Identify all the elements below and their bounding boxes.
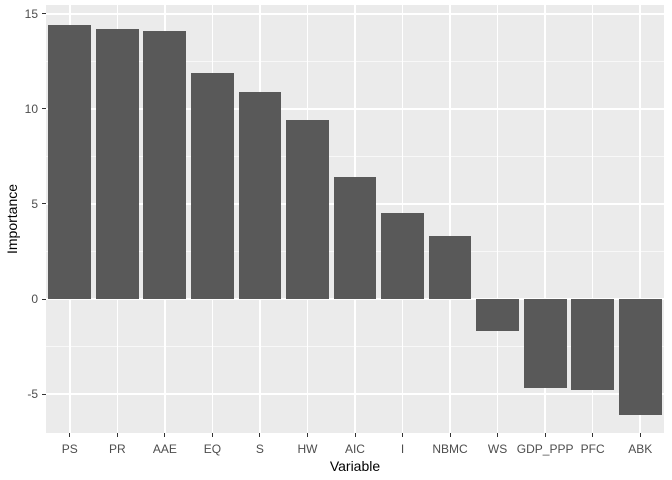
x-tick-label: EQ	[203, 442, 222, 456]
x-tick-label: GDP_PPP	[516, 442, 574, 456]
x-tick-mark	[639, 433, 641, 437]
y-tick-label: 0	[31, 292, 38, 306]
bar-PR	[95, 29, 139, 299]
bar-PS	[48, 25, 92, 299]
x-tick-mark	[306, 433, 308, 437]
bar-S	[238, 91, 282, 299]
x-tick-mark	[497, 433, 499, 437]
bar-GDP_PPP	[523, 299, 567, 389]
x-tick-mark	[259, 433, 261, 437]
x-tick-mark	[544, 433, 546, 437]
x-tick-mark	[116, 433, 118, 437]
bar-HW	[286, 120, 329, 299]
x-tick-label: PS	[61, 442, 78, 456]
v-gridline	[591, 5, 594, 433]
x-tick-mark	[164, 433, 166, 437]
bar-WS	[476, 299, 519, 332]
x-tick-label: PFC	[580, 442, 605, 456]
x-axis-title: Variable	[329, 458, 381, 474]
x-tick-mark	[449, 433, 451, 437]
x-tick-mark	[402, 433, 404, 437]
x-tick-label: WS	[487, 442, 508, 456]
x-tick-label: AAE	[152, 442, 177, 456]
x-tick-label: NBMC	[432, 442, 468, 456]
y-tick-mark	[42, 13, 46, 15]
y-tick-mark	[42, 393, 46, 395]
v-gridline	[449, 5, 451, 433]
y-tick-mark	[42, 108, 46, 110]
x-tick-mark	[211, 433, 213, 437]
y-tick-label: 15	[24, 6, 38, 21]
x-tick-mark	[592, 433, 594, 437]
bar-EQ	[190, 72, 234, 299]
bar-AAE	[143, 31, 187, 299]
y-tick-label: 10	[24, 101, 38, 116]
v-gridline	[496, 5, 499, 433]
y-tick-mark	[42, 203, 46, 205]
y-tick-label: 5	[31, 196, 38, 211]
y-tick-label: -5	[27, 387, 38, 402]
bar-AIC	[333, 177, 377, 299]
x-tick-label: AIC	[344, 442, 365, 456]
y-tick-mark	[42, 298, 46, 300]
bar-I	[381, 213, 424, 299]
bar-NBMC	[428, 236, 472, 299]
v-gridline	[544, 5, 546, 433]
v-gridline	[639, 5, 641, 433]
x-tick-label: HW	[297, 442, 318, 456]
y-axis-title: Importance	[4, 183, 20, 255]
bar-ABK	[618, 299, 662, 415]
x-tick-mark	[69, 433, 71, 437]
x-tick-label: PR	[108, 442, 126, 456]
x-tick-mark	[354, 433, 356, 437]
x-tick-label: I	[400, 442, 405, 456]
x-tick-label: ABK	[628, 442, 653, 456]
bar-PFC	[571, 299, 615, 391]
x-tick-label: S	[255, 442, 264, 456]
